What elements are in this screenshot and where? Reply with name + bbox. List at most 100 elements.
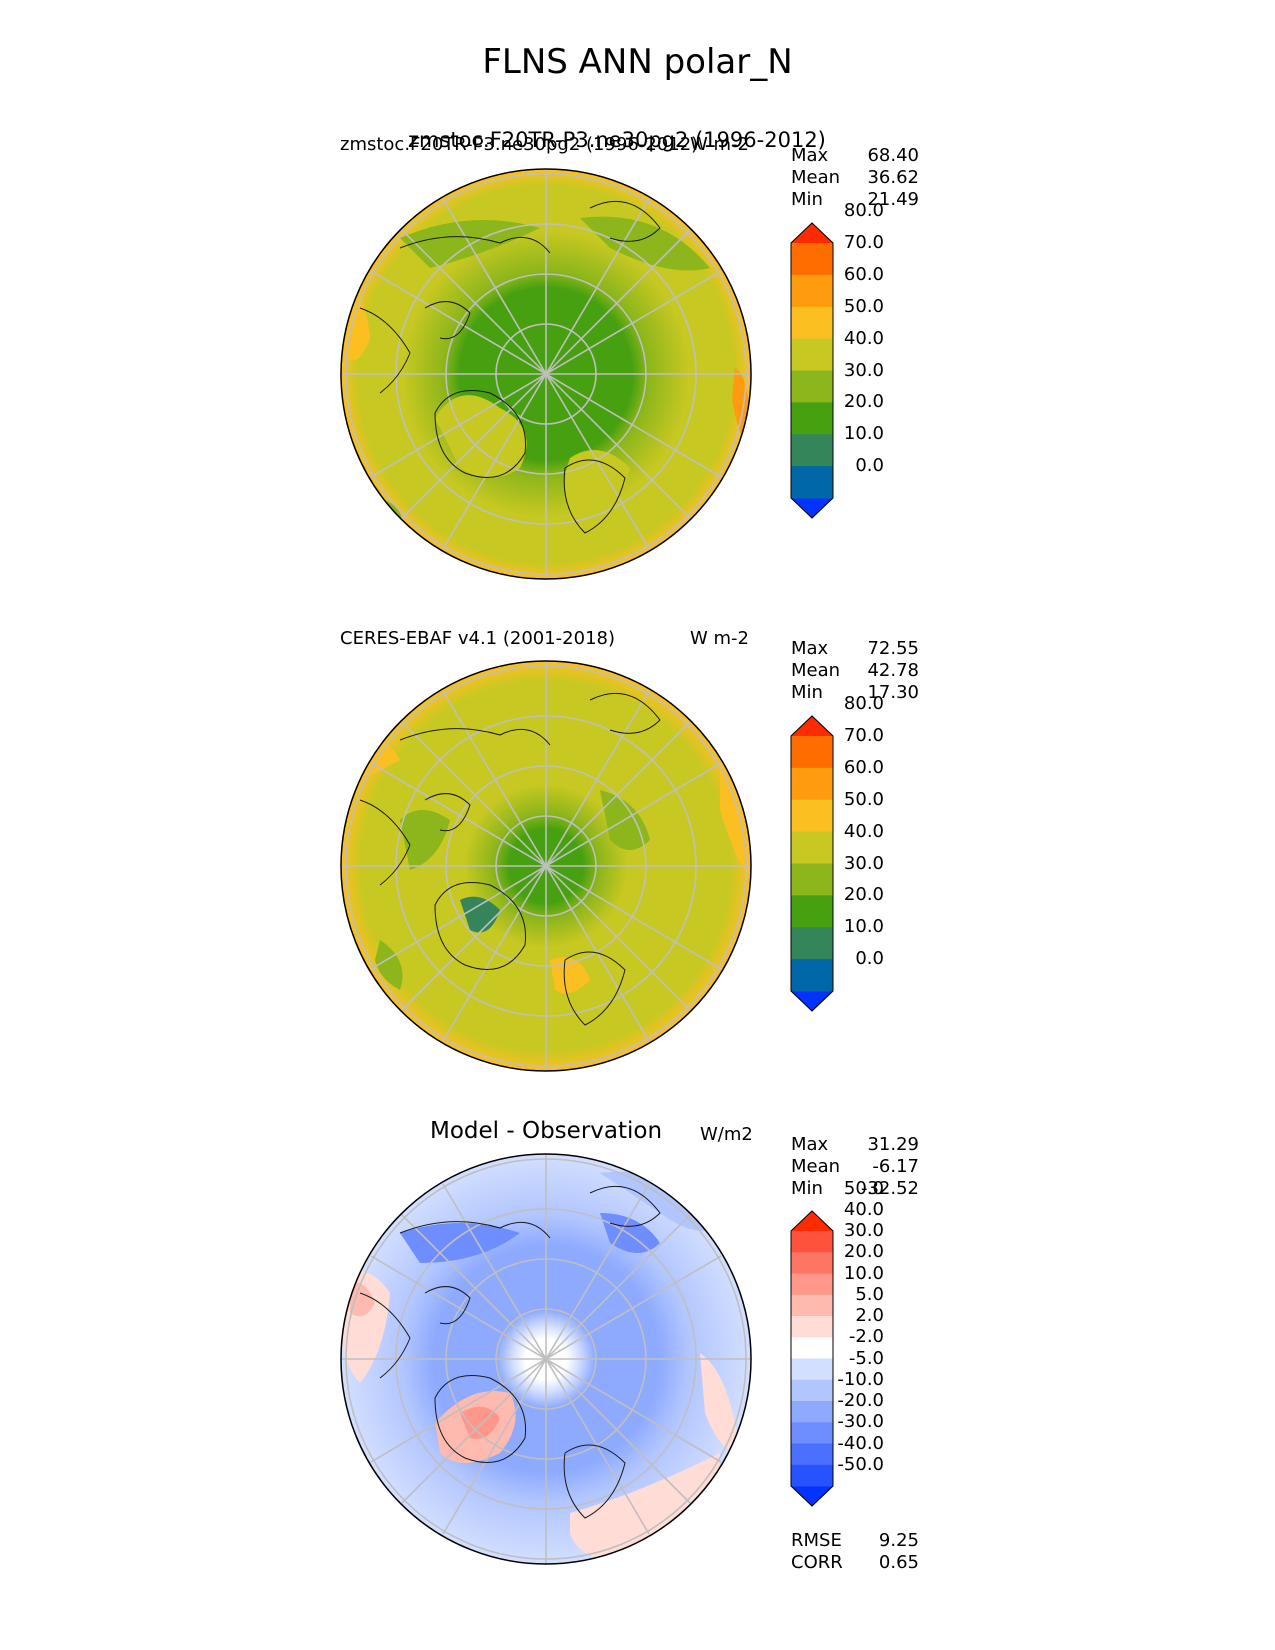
colorbar-segment [791, 1443, 833, 1466]
panel1-units: W m-2 [690, 134, 750, 155]
colorbar-tick-label: 0.0 [855, 455, 884, 477]
colorbar-segment [791, 895, 833, 928]
colorbar-segment [791, 1294, 833, 1317]
colorbar-tick-label: -5.0 [848, 1347, 884, 1369]
colorbar-tick-label: 50.0 [843, 295, 884, 317]
colorbar-tick-label: 5.0 [855, 1283, 884, 1305]
colorbar-segment [791, 767, 833, 801]
colorbar-tick-label: 60.0 [843, 756, 884, 778]
colorbar-segment [791, 1231, 833, 1253]
colorbar-segment [791, 370, 833, 403]
stat-min: Min 17.30 [791, 682, 919, 703]
colorbar-segment [791, 1464, 833, 1487]
colorbar-tick-label: 80.0 [843, 693, 884, 715]
colorbar-segment [791, 927, 833, 960]
colorbar-segment [791, 863, 833, 896]
colorbar-segment [791, 831, 833, 864]
colorbar-tick-label: 10.0 [843, 1262, 884, 1284]
colorbar-tick-label: 20.0 [843, 1241, 884, 1263]
colorbar-tick-label: 50.0 [843, 1177, 884, 1199]
panel1-left-label: zmstoc.F20TR-P3.ne30pg2 (1996-2012) [340, 134, 699, 155]
colorbar-outline [790, 1210, 834, 1507]
colorbar-tick-label: -10.0 [837, 1368, 884, 1390]
colorbar-tick-label: 40.0 [843, 327, 884, 349]
colorbar-tick-label: -2.0 [848, 1326, 884, 1348]
colorbar-segment [791, 274, 833, 308]
colorbar-tick-label: 30.0 [843, 359, 884, 381]
stat-mean: Mean 42.78 [791, 660, 919, 681]
colorbar-outline [790, 222, 834, 519]
colorbar-segment [791, 402, 833, 435]
colorbar-tick-label: 20.0 [843, 391, 884, 413]
colorbar-extend-min [791, 991, 833, 1011]
stat-mean: Mean -6.17 [791, 1156, 919, 1177]
panel1-colorbar-ticks: 0.0 10.0 20.0 30.0 40.0 50.0 60.0 70.0 80.0 [834, 200, 884, 518]
colorbar-tick-label: 10.0 [843, 916, 884, 938]
colorbar-segment [791, 1337, 833, 1359]
colorbar-tick-label: 30.0 [843, 1220, 884, 1241]
colorbar-tick-label: 80.0 [843, 200, 884, 222]
colorbar-tick-label: 40.0 [843, 820, 884, 842]
colorbar-tick-label: 70.0 [843, 232, 884, 253]
colorbar-tick-label: 60.0 [843, 263, 884, 285]
colorbar-segment [791, 1422, 833, 1444]
stat-min: Min -32.52 [791, 1178, 919, 1199]
colorbar-segment [791, 736, 833, 769]
panel3-units: W/m2 [700, 1124, 753, 1145]
colorbar-tick-label: -40.0 [837, 1432, 884, 1454]
panel2-left-label: CERES-EBAF v4.1 (2001-2018) [340, 628, 616, 649]
colorbar-tick-label: 2.0 [855, 1305, 884, 1326]
colorbar-segment [791, 799, 833, 833]
panel3-metrics: RMSE 9.25 CORR 0.65 [791, 1530, 919, 1574]
panel2-colorbar-ticks: 0.0 10.0 20.0 30.0 40.0 50.0 60.0 70.0 80.0 [834, 693, 884, 1011]
colorbar-extend-min [791, 498, 833, 518]
panel3-title: Model - Observation [430, 1118, 663, 1144]
panel2-polar-map [340, 660, 752, 1072]
colorbar-extend-min [791, 1486, 833, 1506]
panel2-colorbar [790, 715, 834, 1012]
colorbar-tick-label: -20.0 [837, 1390, 884, 1411]
figure-title: FLNS ANN polar_N [482, 42, 793, 82]
colorbar-segment [791, 338, 833, 371]
colorbar-extend-max [791, 223, 833, 243]
colorbar-segment [791, 243, 833, 276]
colorbar-segment [791, 1401, 833, 1423]
colorbar-segment [791, 1316, 833, 1338]
colorbar-tick-label: -50.0 [837, 1453, 884, 1475]
panel3-stats: Max 31.29 Mean -6.17 Min -32.52 [791, 1134, 919, 1200]
colorbar-segment [791, 466, 833, 499]
stat-max: Max 31.29 [791, 1134, 919, 1155]
panel3-colorbar [790, 1210, 834, 1507]
colorbar-extend-max [791, 716, 833, 736]
colorbar-outline [790, 715, 834, 1012]
stat-mean: Mean 36.62 [791, 167, 919, 188]
colorbar-tick-label: 30.0 [843, 852, 884, 874]
panel1-overlay-label: zmstoc.F20TR-P3.ne30pg2 (1996-2012) [408, 128, 826, 152]
panel1-colorbar [790, 222, 834, 519]
colorbar-tick-label: -30.0 [837, 1411, 884, 1433]
panel3-colorbar-ticks: -50.0 -40.0 -30.0 -20.0 -10.0 -5.0 -2.0 2.0 5.0 1… [834, 1178, 884, 1506]
metric-rmse: RMSE 9.25 [791, 1530, 919, 1551]
colorbar-tick-label: 40.0 [843, 1198, 884, 1220]
stat-max: Max 68.40 [791, 145, 919, 166]
panel1-stats: Max 68.40 Mean 36.62 Min 21.49 [791, 145, 919, 211]
colorbar-segment [791, 959, 833, 992]
stat-max: Max 72.55 [791, 638, 919, 659]
stat-min: Min 21.49 [791, 189, 919, 210]
colorbar-segment [791, 1358, 833, 1381]
colorbar-segment [791, 306, 833, 340]
panel3-polar-map [340, 1153, 752, 1565]
colorbar-tick-label: 70.0 [843, 725, 884, 746]
colorbar-tick-label: 0.0 [855, 948, 884, 970]
panel2-units: W m-2 [690, 628, 750, 649]
colorbar-extend-max [791, 1211, 833, 1231]
colorbar-segment [791, 1379, 833, 1402]
colorbar-tick-label: 10.0 [843, 423, 884, 445]
colorbar-tick-label: 50.0 [843, 788, 884, 810]
colorbar-tick-label: 20.0 [843, 884, 884, 906]
metric-corr: CORR 0.65 [791, 1552, 919, 1573]
colorbar-segment [791, 434, 833, 467]
panel1-polar-map [340, 168, 752, 580]
colorbar-segment [791, 1273, 833, 1296]
colorbar-segment [791, 1252, 833, 1274]
